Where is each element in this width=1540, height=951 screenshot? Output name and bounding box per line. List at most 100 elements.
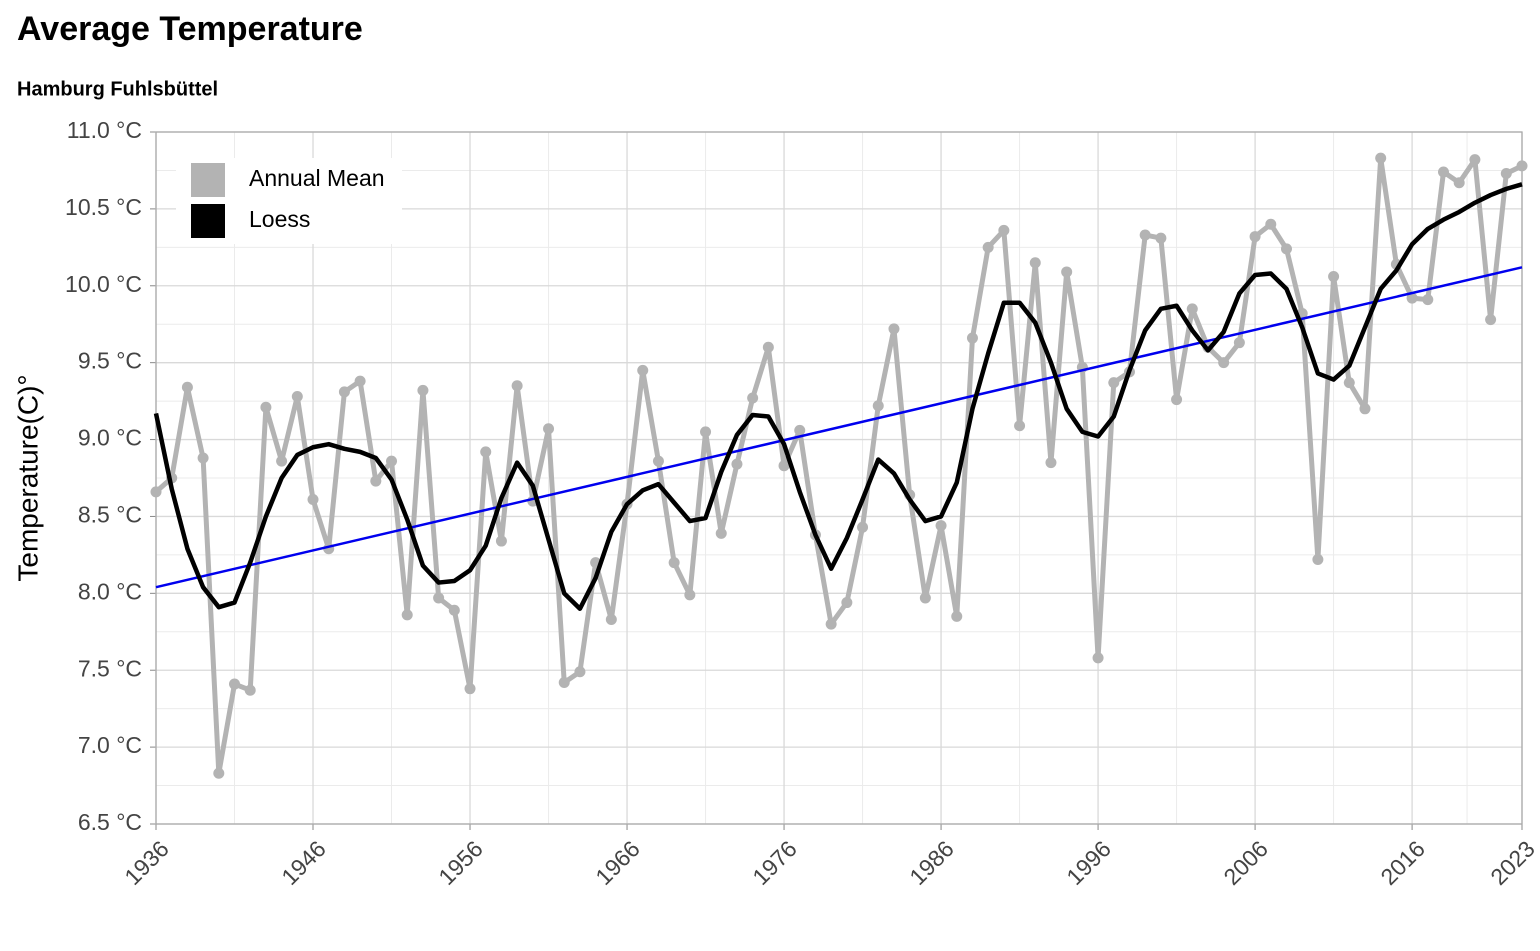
data-point [401,609,413,621]
data-point [1328,271,1340,283]
y-tick-label: 9.5 °C [78,348,142,374]
y-tick-label: 6.5 °C [78,809,142,835]
chart-title: Average Temperature [17,10,363,48]
legend: Annual Mean Loess [176,158,402,244]
data-point [794,424,806,436]
data-point [229,678,241,690]
data-point [291,390,303,402]
data-point [1061,266,1073,278]
data-point [1453,177,1465,189]
data-point [1422,294,1434,306]
data-point [433,592,445,604]
x-tick-label: 1996 [1061,835,1116,890]
data-point [464,683,476,695]
data-point [668,557,680,569]
data-point [1171,394,1183,406]
data-point [605,613,617,625]
data-point [1280,243,1292,255]
series-line [154,155,1524,776]
y-tick-label: 8.5 °C [78,502,142,528]
data-point [150,486,162,498]
data-point [1218,357,1230,369]
data-point [857,521,869,533]
y-tick-label: 7.5 °C [78,655,142,681]
y-tick-label: 10.0 °C [65,271,142,297]
data-point [888,323,900,335]
data-point [417,384,429,396]
data-point [1014,420,1026,432]
y-tick-label: 7.0 °C [78,732,142,758]
data-point [543,423,555,435]
plot-border [155,131,1523,825]
data-point [1485,314,1497,326]
data-point [872,400,884,412]
data-point [1375,152,1387,164]
trend-line [155,266,1523,589]
data-point [1139,229,1151,241]
data-point [1186,303,1198,315]
data-point [1155,232,1167,244]
plot-area [150,152,1528,779]
data-point [307,494,319,506]
data-point [966,332,978,344]
chart-subtitle: Hamburg Fuhlsbüttel [17,78,218,100]
data-point [1312,554,1324,566]
data-point [1406,292,1418,304]
data-point [1500,168,1512,180]
data-point [276,455,288,467]
data-point [935,520,947,532]
series-line [153,182,1523,611]
data-point [197,452,209,464]
data-point [1469,154,1481,166]
data-point [1108,377,1120,389]
data-point [747,392,759,404]
data-point [700,426,712,438]
y-tick-label: 10.5 °C [65,194,142,220]
data-point [715,527,727,539]
data-point [260,401,272,413]
y-tick-label: 9.0 °C [78,425,142,451]
data-point [495,535,507,547]
data-point [1045,457,1057,469]
data-point [1233,337,1245,349]
data-point [998,224,1010,236]
data-point [1343,377,1355,389]
data-point [480,446,492,458]
data-point [951,610,963,622]
data-point [1359,403,1371,415]
data-point [684,589,696,601]
data-point [778,460,790,472]
x-tick-label: 2016 [1375,835,1430,890]
data-point [574,666,586,678]
data-point [1092,652,1104,664]
x-tick-label: 1976 [747,835,802,890]
x-tick-label: 1946 [276,835,331,890]
legend-label: Loess [249,206,310,232]
legend-label: Annual Mean [249,165,385,191]
data-point [637,364,649,376]
data-point [731,458,743,470]
data-point [244,684,256,696]
y-tick-label: 11.0 °C [67,117,142,143]
legend-swatch [191,204,225,238]
data-point [841,597,853,609]
data-point [386,455,398,467]
data-point [1249,231,1261,243]
data-point [1029,257,1041,269]
x-tick-label: 1986 [904,835,959,890]
data-point [1516,160,1528,172]
data-point [1265,218,1277,230]
data-point [825,618,837,630]
data-point [338,386,350,398]
x-tick-label: 1966 [590,835,645,890]
data-point [370,475,382,487]
data-point [982,241,994,253]
x-tick-label: 2023 [1485,835,1540,890]
y-tick-label: 8.0 °C [78,578,142,604]
data-point [511,380,523,392]
data-point [558,677,570,689]
data-point [181,381,193,393]
x-tick-label: 1936 [119,835,174,890]
data-point [762,341,774,353]
